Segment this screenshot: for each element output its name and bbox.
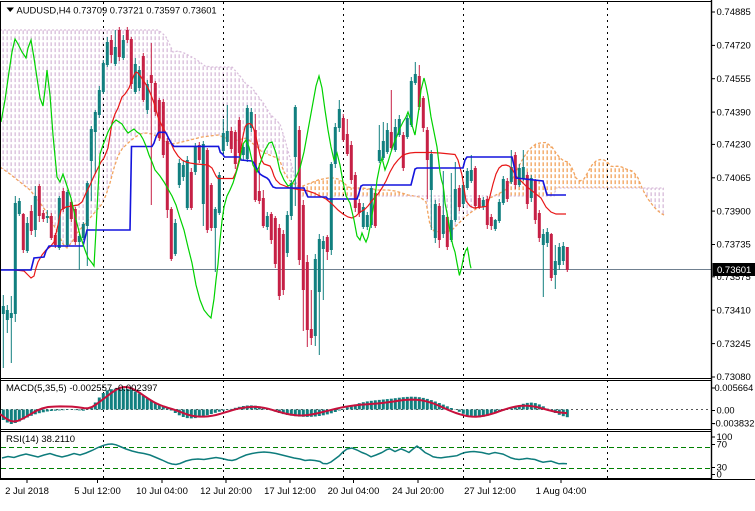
svg-text:0.73245: 0.73245	[717, 339, 751, 350]
svg-text:0.005664: 0.005664	[715, 383, 754, 393]
svg-text:2 Jul 2018: 2 Jul 2018	[5, 486, 49, 497]
svg-text:0.74230: 0.74230	[717, 140, 751, 151]
svg-text:0.00: 0.00	[717, 406, 735, 416]
svg-text:0.73900: 0.73900	[717, 206, 751, 217]
svg-text:0.74720: 0.74720	[717, 41, 751, 52]
svg-text:AUDUSD,H4 0.73709 0.73721 0.7: AUDUSD,H4 0.73709 0.73721 0.73597 0.7360…	[17, 4, 217, 15]
svg-text:1 Aug 04:00: 1 Aug 04:00	[536, 486, 587, 497]
svg-text:0.74065: 0.74065	[717, 173, 751, 184]
svg-text:0: 0	[717, 470, 722, 481]
svg-text:0.73080: 0.73080	[717, 372, 751, 383]
svg-text:MACD(5,35,5) -0.002557 -0.0023: MACD(5,35,5) -0.002557 -0.002397	[6, 383, 158, 394]
svg-text:0.74885: 0.74885	[717, 7, 751, 18]
svg-text:0.73410: 0.73410	[717, 305, 751, 316]
svg-text:10 Jul 04:00: 10 Jul 04:00	[136, 486, 188, 497]
svg-text:0.74390: 0.74390	[717, 107, 751, 118]
svg-text:RSI(14) 38.2110: RSI(14) 38.2110	[6, 434, 75, 445]
svg-text:27 Jul 12:00: 27 Jul 12:00	[464, 486, 516, 497]
svg-text:70: 70	[717, 440, 728, 451]
svg-text:20 Jul 04:00: 20 Jul 04:00	[328, 486, 380, 497]
svg-text:5 Jul 12:00: 5 Jul 12:00	[74, 486, 120, 497]
svg-text:12 Jul 20:00: 12 Jul 20:00	[200, 486, 252, 497]
svg-text:0.73601: 0.73601	[717, 265, 751, 276]
svg-text:-0.003832: -0.003832	[713, 419, 755, 429]
svg-text:0.74555: 0.74555	[717, 74, 751, 85]
svg-text:24 Jul 20:00: 24 Jul 20:00	[392, 486, 444, 497]
svg-text:0.73735: 0.73735	[717, 240, 751, 251]
svg-text:17 Jul 12:00: 17 Jul 12:00	[264, 486, 316, 497]
